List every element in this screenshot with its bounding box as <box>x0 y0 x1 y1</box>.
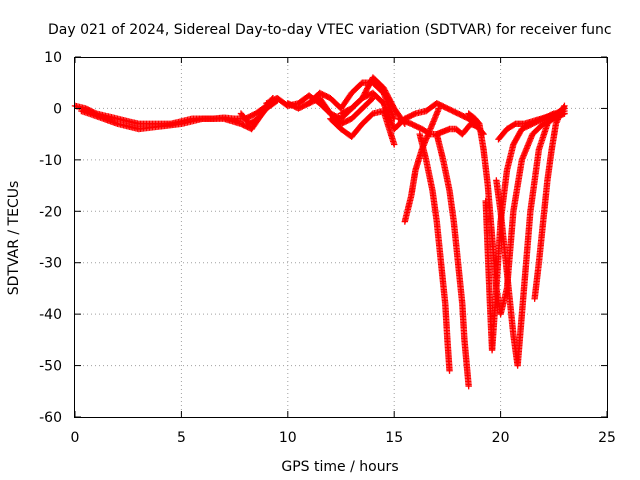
series-arc-8 <box>337 89 398 133</box>
y-tick-labels: 10 0 -10 -20 -30 -40 -50 -60 <box>39 50 62 426</box>
y-tick-label: 10 <box>44 50 62 66</box>
data-point <box>446 367 453 374</box>
plot-frame <box>74 57 608 418</box>
y-tick-label: -30 <box>39 256 62 272</box>
x-tick-label: 0 <box>71 430 80 446</box>
chart-title: Day 021 of 2024, Sidereal Day-to-day VTE… <box>48 22 612 38</box>
y-tick-label: -60 <box>39 410 62 426</box>
series-arc-16 <box>493 105 568 369</box>
y-tick-label: -20 <box>39 204 62 220</box>
series-arc-3 <box>237 97 281 128</box>
x-tick-label: 25 <box>598 430 616 446</box>
series-arc-7 <box>327 107 398 148</box>
x-tick-label: 5 <box>177 430 186 446</box>
data-point <box>465 382 472 390</box>
y-tick-label: 0 <box>53 101 62 117</box>
axis-ticks <box>74 56 608 418</box>
x-tick-label: 20 <box>492 430 510 446</box>
y-axis-label: SDTVAR / TECUs <box>6 181 22 296</box>
series-arc-13 <box>433 130 472 390</box>
y-tick-label: -40 <box>39 307 62 323</box>
series-arc-17 <box>531 102 568 302</box>
x-tick-label: 15 <box>385 430 403 446</box>
data-point <box>391 141 398 148</box>
series-arc-18 <box>495 107 568 143</box>
data-point <box>425 130 433 137</box>
data-point <box>435 105 443 112</box>
x-axis-label: GPS time / hours <box>281 459 398 475</box>
data-point <box>561 107 568 115</box>
x-tick-label: 10 <box>279 430 297 446</box>
series-arc-10 <box>401 105 443 225</box>
x-tick-labels: 0 5 10 15 20 25 <box>71 430 616 446</box>
data-point <box>368 95 376 103</box>
series-arc-12 <box>416 130 453 374</box>
y-tick-label: -10 <box>39 153 62 169</box>
y-tick-label: -50 <box>39 359 62 375</box>
data-marks <box>71 74 568 390</box>
